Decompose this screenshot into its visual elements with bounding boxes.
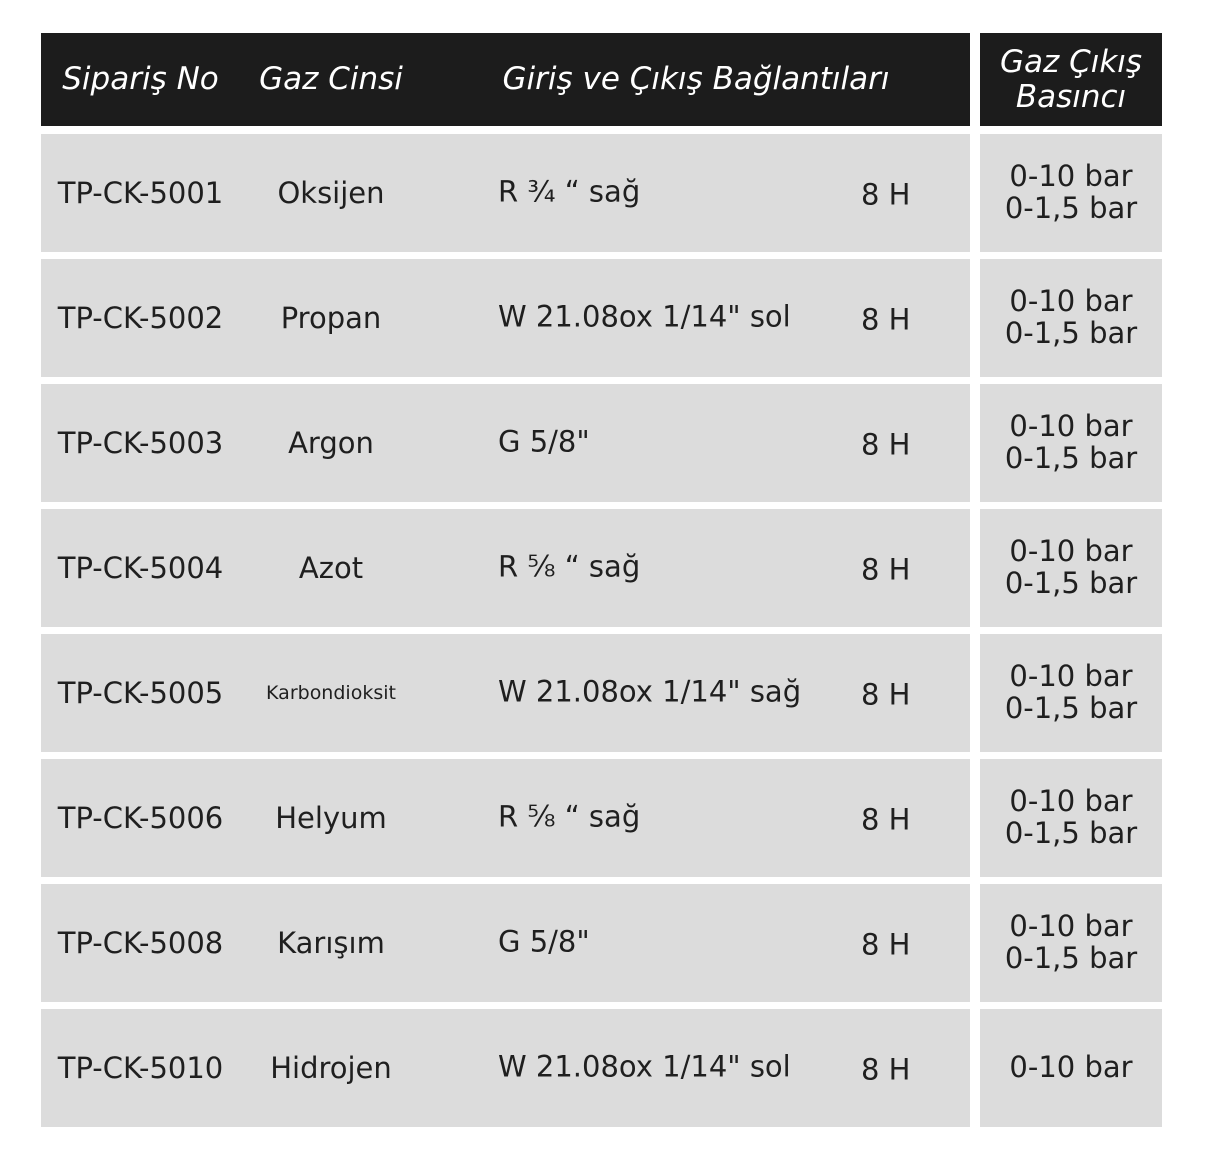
pressure-value: 0-10 bar <box>1009 1050 1133 1085</box>
pressure-cell: 0-10 bar 0-1,5 bar <box>980 134 1162 252</box>
pressure-cell: 0-10 bar 0-1,5 bar <box>980 634 1162 752</box>
gas-type: Propan <box>280 301 382 335</box>
gas-type-cell: Propan <box>240 259 422 377</box>
order-no-cell: TP-CK-5001 <box>41 134 240 252</box>
header-connections: Giriş ve Çıkış Bağlantıları <box>422 33 970 126</box>
header-gas-type: Gaz Cinsi <box>240 33 422 126</box>
thread-spec: 8 H <box>861 552 911 587</box>
header-outlet-pressure: Gaz Çıkış Basıncı <box>980 33 1162 126</box>
connection-cell: R ¾ “ sağ 8 H <box>422 134 970 252</box>
connection-cell: R ⅝ “ sağ 8 H <box>422 759 970 877</box>
connection-spec: R ⅝ “ sağ <box>498 799 641 834</box>
pressure-value: 0-1,5 bar <box>1004 191 1138 225</box>
thread-spec: 8 H <box>861 427 911 462</box>
gas-type-cell: Oksijen <box>240 134 422 252</box>
pressure-value: 0-1,5 bar <box>1004 941 1138 975</box>
thread-spec: 8 H <box>861 302 911 337</box>
pressure-value: 0-10 bar <box>1009 784 1133 819</box>
order-no-cell: TP-CK-5006 <box>41 759 240 877</box>
order-no-cell: TP-CK-5005 <box>41 634 240 752</box>
connection-spec: R ¾ “ sağ <box>498 174 641 209</box>
gas-type: Helyum <box>275 801 387 835</box>
pressure-value: 0-1,5 bar <box>1004 566 1138 600</box>
thread-spec: 8 H <box>861 177 911 212</box>
pressure-value: 0-1,5 bar <box>1004 816 1138 850</box>
pressure-value: 0-10 bar <box>1009 159 1133 194</box>
connection-spec: W 21.08ox 1/14" sağ <box>498 674 802 709</box>
gas-type: Karbondioksit <box>266 682 396 704</box>
pressure-value: 0-10 bar <box>1009 284 1133 319</box>
gas-type-cell: Karbondioksit <box>240 634 422 752</box>
gas-type: Argon <box>288 426 374 460</box>
gas-type-cell: Argon <box>240 384 422 502</box>
pressure-cell: 0-10 bar 0-1,5 bar <box>980 884 1162 1002</box>
header-line: Basıncı <box>1015 78 1127 115</box>
pressure-cell: 0-10 bar 0-1,5 bar <box>980 509 1162 627</box>
connection-cell: R ⅝ “ sağ 8 H <box>422 509 970 627</box>
gas-type-cell: Helyum <box>240 759 422 877</box>
gas-type: Azot <box>298 551 364 585</box>
gas-type: Oksijen <box>277 176 385 210</box>
connection-cell: W 21.08ox 1/14" sol 8 H <box>422 259 970 377</box>
gas-type: Karışım <box>277 926 385 960</box>
gas-type: Hidrojen <box>270 1051 392 1085</box>
order-no-cell: TP-CK-5003 <box>41 384 240 502</box>
thread-spec: 8 H <box>861 677 911 712</box>
order-no-cell: TP-CK-5010 <box>41 1009 240 1127</box>
pressure-value: 0-1,5 bar <box>1004 316 1138 350</box>
thread-spec: 8 H <box>861 1052 911 1087</box>
connection-cell: W 21.08ox 1/14" sağ 8 H <box>422 634 970 752</box>
connection-spec: W 21.08ox 1/14" sol <box>498 299 791 334</box>
order-no-cell: TP-CK-5008 <box>41 884 240 1002</box>
pressure-cell: 0-10 bar 0-1,5 bar <box>980 259 1162 377</box>
thread-spec: 8 H <box>861 802 911 837</box>
connection-cell: W 21.08ox 1/14" sol 8 H <box>422 1009 970 1127</box>
connection-spec: R ⅝ “ sağ <box>498 549 641 584</box>
pressure-value: 0-10 bar <box>1009 409 1133 444</box>
pressure-value: 0-10 bar <box>1009 659 1133 694</box>
gas-type-cell: Karışım <box>240 884 422 1002</box>
pressure-value: 0-10 bar <box>1009 534 1133 569</box>
header-line: Gaz Çıkış <box>999 44 1143 81</box>
pressure-cell: 0-10 bar <box>980 1009 1162 1127</box>
pressure-value: 0-10 bar <box>1009 909 1133 944</box>
order-no-cell: TP-CK-5004 <box>41 509 240 627</box>
product-table: Sipariş No Gaz Cinsi Giriş ve Çıkış Bağl… <box>41 33 1162 1134</box>
pressure-value: 0-1,5 bar <box>1004 691 1138 725</box>
thread-spec: 8 H <box>861 927 911 962</box>
header-order-no: Sipariş No <box>41 33 240 126</box>
connection-cell: G 5/8" 8 H <box>422 384 970 502</box>
gas-type-cell: Hidrojen <box>240 1009 422 1127</box>
connection-spec: G 5/8" <box>498 924 590 959</box>
pressure-cell: 0-10 bar 0-1,5 bar <box>980 384 1162 502</box>
pressure-cell: 0-10 bar 0-1,5 bar <box>980 759 1162 877</box>
pressure-value: 0-1,5 bar <box>1004 441 1138 475</box>
gas-type-cell: Azot <box>240 509 422 627</box>
connection-cell: G 5/8" 8 H <box>422 884 970 1002</box>
connection-spec: W 21.08ox 1/14" sol <box>498 1049 791 1084</box>
connection-spec: G 5/8" <box>498 424 590 459</box>
order-no-cell: TP-CK-5002 <box>41 259 240 377</box>
